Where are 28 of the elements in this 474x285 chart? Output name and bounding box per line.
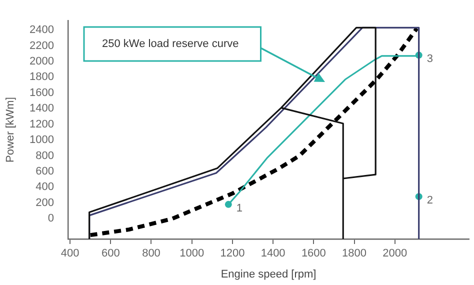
y-tick-label: 600 xyxy=(36,165,54,178)
annotation: 250 kWe load reserve curve xyxy=(102,38,239,50)
series-label: 1 xyxy=(236,202,243,214)
y-tick-label: 1800 xyxy=(30,71,54,84)
y-tick-label: 2200 xyxy=(30,40,54,52)
y-axis-title: Power [kWm] xyxy=(4,97,17,163)
y-tick-label: 200 xyxy=(36,196,54,209)
y-tick-label: 1600 xyxy=(30,86,54,99)
x-tick-label: 1200 xyxy=(220,248,245,260)
series-label: 3 xyxy=(426,53,433,66)
y-tick-label: 800 xyxy=(36,150,54,162)
y-tick-label: 0 xyxy=(48,212,54,225)
y-tick-label: 1000 xyxy=(30,134,54,146)
y-tick-label: 1400 xyxy=(30,102,54,115)
x-tick-label: 1800 xyxy=(342,248,367,260)
y-tick-label: 1200 xyxy=(30,118,54,130)
y-tick-label: 2400 xyxy=(30,24,54,36)
x-tick-label: 1000 xyxy=(180,248,204,260)
x-tick-label: 400 xyxy=(60,248,80,260)
y-tick-label: 2000 xyxy=(30,55,54,68)
x-tick-label: 1400 xyxy=(260,248,286,260)
y-tick-label: 400 xyxy=(36,181,54,194)
series-label: 2 xyxy=(426,194,433,207)
x-axis-title: Engine speed [rpm] xyxy=(220,268,316,280)
x-tick-label: 800 xyxy=(142,248,160,260)
x-tick-label: 600 xyxy=(101,248,120,260)
x-tick-label: 2000 xyxy=(382,248,408,260)
x-tick-label: 1600 xyxy=(301,248,326,260)
